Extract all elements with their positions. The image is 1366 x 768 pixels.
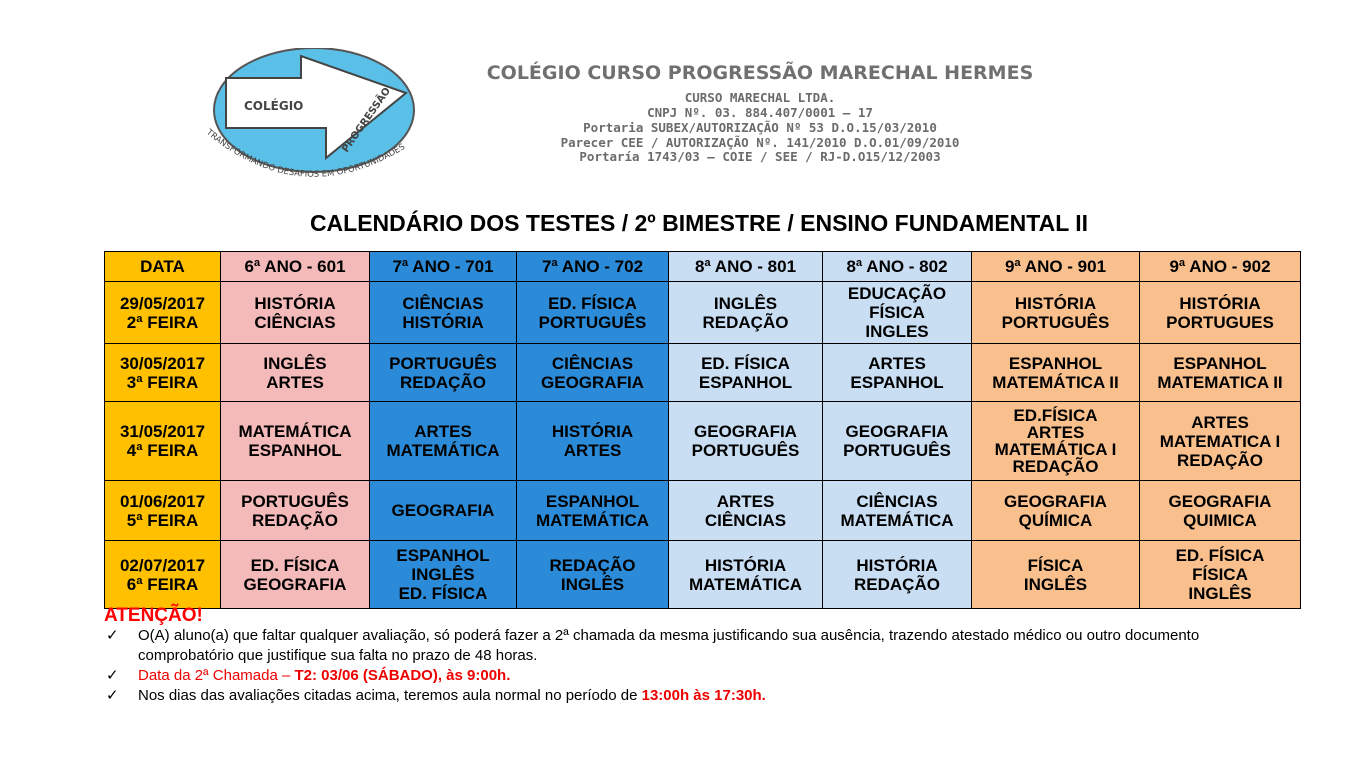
check-icon: ✓: [106, 667, 119, 684]
column-header: 7ª ANO - 702: [516, 251, 669, 282]
attention-heading: ATENÇÃO!: [104, 605, 203, 626]
subject-cell: HISTÓRIA PORTUGUÊS: [971, 281, 1140, 344]
subject-cell: CIÊNCIAS HISTÓRIA: [369, 281, 517, 344]
note-item: ✓ Data da 2ª Chamada – T2: 03/06 (SÁBADO)…: [104, 666, 1264, 686]
table-row: 30/05/2017 3ª FEIRA INGLÊS ARTES PORTUGUÊS…: [104, 343, 1301, 402]
subject-cell: HISTÓRIA PORTUGUES: [1139, 281, 1301, 344]
subject-cell: ED. FÍSICA ESPANHOL: [668, 343, 823, 402]
header-line: CURSO MARECHAL LTDA.: [684, 90, 836, 105]
note-item: ✓ O(A) aluno(a) que faltar qualquer avali…: [104, 626, 1264, 666]
column-header: 6ª ANO - 601: [220, 251, 370, 282]
note-item: ✓ Nos dias das avaliações citadas acima, …: [104, 686, 1264, 706]
subject-cell: HISTÓRIA ARTES: [516, 401, 669, 481]
subject-cell: ED. FÍSICA FÍSICA INGLÊS: [1139, 540, 1301, 609]
subject-cell: ED. FÍSICA GEOGRAFIA: [220, 540, 370, 609]
subject-cell: INGLÊS REDAÇÃO: [668, 281, 823, 344]
header-line: Portaría 1743/03 – COIE / SEE / RJ-D.O15…: [579, 149, 941, 164]
table-row: 29/05/2017 2ª FEIRA HISTÓRIA CIÊNCIAS CIÊN…: [104, 281, 1301, 344]
subject-cell: ED. FÍSICA PORTUGUÊS: [516, 281, 669, 344]
subject-cell: ARTES MATEMATICA I REDAÇÃO: [1139, 401, 1301, 481]
subject-cell: GEOGRAFIA QUIMICA: [1139, 480, 1301, 541]
date-cell: 01/06/2017 5ª FEIRA: [104, 480, 221, 541]
subject-cell: GEOGRAFIA QUÍMICA: [971, 480, 1140, 541]
subject-cell: CIÊNCIAS MATEMÁTICA: [822, 480, 972, 541]
subject-cell: PORTUGUÊS REDAÇÃO: [369, 343, 517, 402]
school-name: COLÉGIO CURSO PROGRESSÃO MARECHAL HERMES: [486, 62, 1034, 84]
column-header: 8ª ANO - 801: [668, 251, 823, 282]
note-text: Nos dias das avaliações citadas acima, t…: [138, 687, 642, 704]
subject-cell: ED.FÍSICA ARTES MATEMÁTICA I REDAÇÃO: [971, 401, 1140, 481]
subject-cell: GEOGRAFIA PORTUGUÊS: [822, 401, 972, 481]
subject-cell: ARTES ESPANHOL: [822, 343, 972, 402]
subject-cell: REDAÇÃO INGLÊS: [516, 540, 669, 609]
svg-text:COLÉGIO: COLÉGIO: [244, 98, 303, 113]
subject-cell: HISTÓRIA CIÊNCIAS: [220, 281, 370, 344]
column-header: 9ª ANO - 902: [1139, 251, 1301, 282]
subject-cell: CIÊNCIAS GEOGRAFIA: [516, 343, 669, 402]
school-logo: COLÉGIO PROGRESSÃO TRANSFORMANDO DESAFIO…: [203, 48, 415, 180]
check-icon: ✓: [106, 687, 119, 704]
subject-cell: HISTÓRIA REDAÇÃO: [822, 540, 972, 609]
subject-cell: GEOGRAFIA PORTUGUÊS: [668, 401, 823, 481]
note-text: Data da 2ª Chamada –: [138, 667, 295, 684]
column-header: DATA: [104, 251, 221, 282]
subject-cell: EDUCAÇÃO FÍSICA INGLES: [822, 281, 972, 344]
table-row: 31/05/2017 4ª FEIRA MATEMÁTICA ESPANHOL AR…: [104, 401, 1301, 481]
table-row: 02/07/2017 6ª FEIRA ED. FÍSICA GEOGRAFIA E…: [104, 540, 1301, 609]
column-header: 9ª ANO - 901: [971, 251, 1140, 282]
subject-cell: PORTUGUÊS REDAÇÃO: [220, 480, 370, 541]
subject-cell: ESPANHOL MATEMÁTICA II: [971, 343, 1140, 402]
column-header: 8ª ANO - 802: [822, 251, 972, 282]
table-row: 01/06/2017 5ª FEIRA PORTUGUÊS REDAÇÃO GEOG…: [104, 480, 1301, 541]
page-title: CALENDÁRIO DOS TESTES / 2º BIMESTRE / EN…: [309, 210, 1089, 236]
subject-cell: ARTES CIÊNCIAS: [668, 480, 823, 541]
test-calendar-table: DATA 6ª ANO - 601 7ª ANO - 701 7ª ANO - 702…: [104, 251, 1301, 609]
note-highlight: 13:00h às 17:30h.: [641, 687, 766, 704]
subject-cell: MATEMÁTICA ESPANHOL: [220, 401, 370, 481]
notes: ATENÇÃO! ✓ O(A) aluno(a) que faltar qualq…: [104, 606, 1264, 706]
date-cell: 02/07/2017 6ª FEIRA: [104, 540, 221, 609]
date-cell: 30/05/2017 3ª FEIRA: [104, 343, 221, 402]
header-row: DATA 6ª ANO - 601 7ª ANO - 701 7ª ANO - 702…: [104, 251, 1301, 282]
subject-cell: ESPANHOL INGLÊS ED. FÍSICA: [369, 540, 517, 609]
header-line: Parecer CEE / AUTORIZAÇÃO Nº. 141/2010 D…: [560, 135, 960, 150]
subject-cell: INGLÊS ARTES: [220, 343, 370, 402]
subject-cell: FÍSICA INGLÊS: [971, 540, 1140, 609]
header-line: CNPJ Nº. 03. 884.407/0001 – 17: [647, 105, 873, 120]
subject-cell: HISTÓRIA MATEMÁTICA: [668, 540, 823, 609]
subject-cell: ARTES MATEMÁTICA: [369, 401, 517, 481]
subject-cell: GEOGRAFIA: [369, 480, 517, 541]
column-header: 7ª ANO - 701: [369, 251, 517, 282]
note-text: O(A) aluno(a) que faltar qualquer avalia…: [138, 627, 1200, 664]
date-cell: 29/05/2017 2ª FEIRA: [104, 281, 221, 344]
header-line: Portaria SUBEX/AUTORIZAÇÃO Nº 53 D.O.15/…: [583, 120, 937, 135]
subject-cell: ESPANHOL MATEMÁTICA: [516, 480, 669, 541]
subject-cell: ESPANHOL MATEMATICA II: [1139, 343, 1301, 402]
date-cell: 31/05/2017 4ª FEIRA: [104, 401, 221, 481]
check-icon: ✓: [106, 627, 119, 644]
note-highlight: T2: 03/06 (SÁBADO), às 9:00h.: [294, 667, 511, 684]
